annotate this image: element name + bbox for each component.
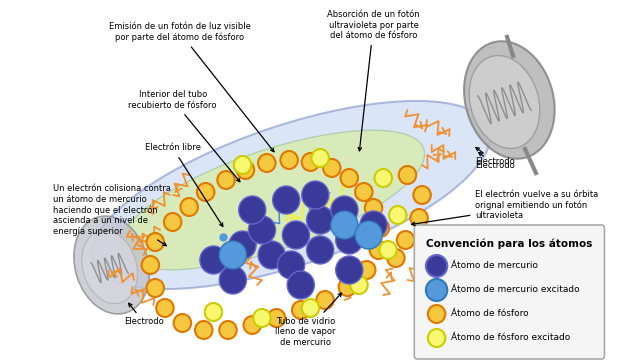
Circle shape <box>341 169 358 187</box>
Circle shape <box>258 241 285 269</box>
Circle shape <box>336 226 363 254</box>
Circle shape <box>389 206 406 224</box>
Text: Átomo de mercurio excitado: Átomo de mercurio excitado <box>451 286 580 295</box>
Circle shape <box>237 161 254 179</box>
Circle shape <box>197 183 214 201</box>
FancyBboxPatch shape <box>414 225 604 359</box>
Circle shape <box>399 166 416 184</box>
Circle shape <box>426 279 448 301</box>
Circle shape <box>374 169 392 187</box>
Circle shape <box>253 309 271 327</box>
Text: Un electrón colisiona contra
un átomo de mercurio
haciendo que el electrón
ascie: Un electrón colisiona contra un átomo de… <box>53 184 171 246</box>
Circle shape <box>339 278 356 296</box>
Circle shape <box>258 154 276 172</box>
Circle shape <box>282 221 309 249</box>
Circle shape <box>355 183 372 201</box>
Circle shape <box>181 198 198 216</box>
Circle shape <box>336 256 363 284</box>
Circle shape <box>229 231 256 259</box>
Circle shape <box>358 261 376 279</box>
Circle shape <box>355 221 382 249</box>
Circle shape <box>142 256 159 274</box>
Text: Electrodo: Electrodo <box>476 152 515 169</box>
Circle shape <box>311 149 329 167</box>
Ellipse shape <box>464 41 554 159</box>
Circle shape <box>316 291 334 309</box>
Circle shape <box>413 186 431 204</box>
Circle shape <box>219 321 237 339</box>
Circle shape <box>350 276 368 294</box>
Circle shape <box>428 305 446 323</box>
Circle shape <box>217 171 235 189</box>
Circle shape <box>302 153 319 171</box>
Circle shape <box>379 241 397 259</box>
Circle shape <box>360 211 387 239</box>
Circle shape <box>219 241 246 269</box>
Circle shape <box>195 321 212 339</box>
Text: Electrodo: Electrodo <box>476 147 515 167</box>
Circle shape <box>323 159 341 177</box>
Text: Absorción de un fotón
ultravioleta por parte
del átomo de fósforo: Absorción de un fotón ultravioleta por p… <box>328 10 420 151</box>
Circle shape <box>239 196 266 224</box>
Circle shape <box>397 231 414 249</box>
Circle shape <box>411 209 428 227</box>
Circle shape <box>372 219 389 237</box>
Text: Interior del tubo
recubierto de fósforo: Interior del tubo recubierto de fósforo <box>129 90 240 182</box>
Circle shape <box>365 199 382 217</box>
Circle shape <box>146 233 164 251</box>
Circle shape <box>248 216 276 244</box>
Circle shape <box>164 213 181 231</box>
Text: Átomo de fósforo: Átomo de fósforo <box>451 310 529 319</box>
Ellipse shape <box>92 101 491 289</box>
Circle shape <box>307 206 334 234</box>
Circle shape <box>219 266 246 294</box>
Circle shape <box>200 246 227 274</box>
Ellipse shape <box>82 230 138 304</box>
Circle shape <box>174 314 191 332</box>
Text: Átomo de fósforo excitado: Átomo de fósforo excitado <box>451 333 571 342</box>
Text: Emisión de un fotón de luz visible
por parte del átomo de fósforo: Emisión de un fotón de luz visible por p… <box>109 22 274 152</box>
Circle shape <box>331 196 358 224</box>
Circle shape <box>281 151 298 169</box>
Circle shape <box>205 303 222 321</box>
Circle shape <box>278 251 304 279</box>
Circle shape <box>426 255 448 277</box>
Circle shape <box>428 329 446 347</box>
Circle shape <box>244 316 261 334</box>
Circle shape <box>234 156 251 174</box>
Text: Convención para los átomos: Convención para los átomos <box>426 239 592 249</box>
Circle shape <box>331 211 358 239</box>
Ellipse shape <box>119 130 424 270</box>
Circle shape <box>146 279 164 297</box>
Circle shape <box>272 186 300 214</box>
Circle shape <box>302 181 329 209</box>
Circle shape <box>387 249 404 267</box>
Circle shape <box>302 299 319 317</box>
Text: El electrón vuelve a su órbita
orignal emitiendo un fotón
ultravioleta: El electrón vuelve a su órbita orignal e… <box>412 190 599 226</box>
Text: Tubo de vidrio
lleno de vapor
de mercurio: Tubo de vidrio lleno de vapor de mercuri… <box>276 293 342 347</box>
Circle shape <box>292 301 309 319</box>
Ellipse shape <box>469 55 540 148</box>
Text: Electrodo: Electrodo <box>124 303 164 327</box>
Circle shape <box>307 236 334 264</box>
Text: Átomo de mercurio: Átomo de mercurio <box>451 261 538 270</box>
Text: Electrón libre: Electrón libre <box>145 143 223 227</box>
Circle shape <box>369 241 387 259</box>
Circle shape <box>287 271 314 299</box>
Circle shape <box>268 309 285 327</box>
Circle shape <box>156 299 174 317</box>
Ellipse shape <box>74 216 149 314</box>
